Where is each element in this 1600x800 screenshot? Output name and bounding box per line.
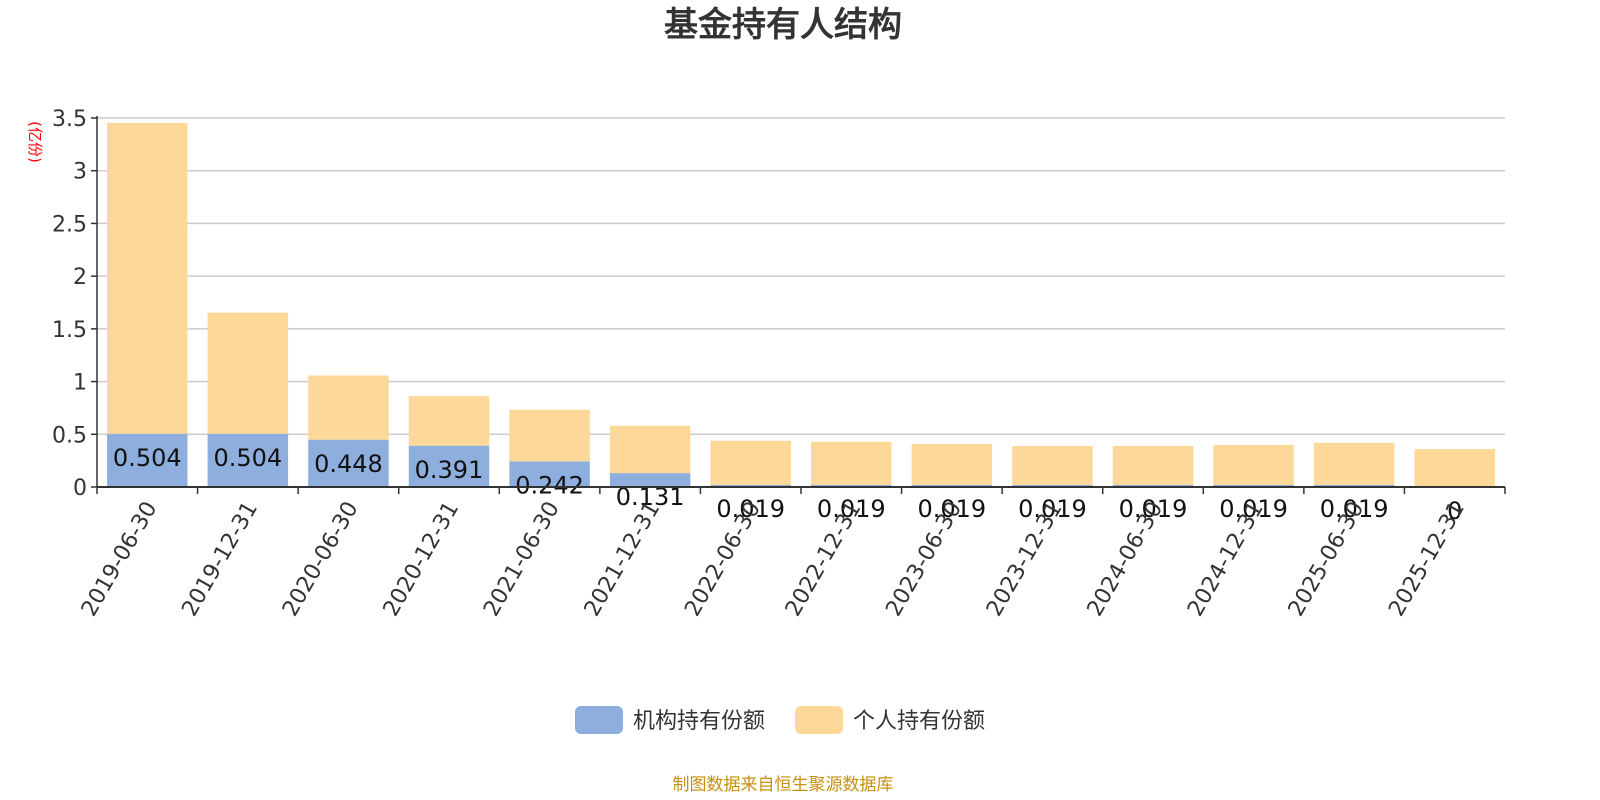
x-tick-label: 2021-06-30 [479, 498, 565, 621]
bar-individual-share [1414, 449, 1495, 487]
bar-institutional-share [1012, 484, 1093, 487]
x-tick-label: 2025-12-31 [1384, 498, 1470, 621]
bar-individual-share [1313, 442, 1395, 485]
data-label-institutional: 0.504 [213, 444, 282, 472]
y-tick-label: 3 [73, 160, 87, 185]
bar-institutional-share [911, 484, 993, 487]
data-label-institutional: 0.504 [113, 444, 182, 472]
data-label-institutional: 0.019 [917, 495, 986, 523]
y-tick-label: 1 [73, 371, 87, 396]
bar-institutional-share [207, 433, 289, 487]
y-axis-unit-label: (亿份) [26, 121, 44, 163]
bar-individual-share [1112, 445, 1194, 485]
data-label-institutional: 0 [1447, 497, 1462, 525]
bar-institutional-share [509, 461, 590, 487]
data-label-institutional: 0.019 [1219, 495, 1288, 523]
x-tick-label: 2020-06-30 [278, 498, 364, 621]
bar-institutional-share [811, 484, 892, 487]
data-label-institutional: 0.019 [817, 495, 886, 523]
chart-title: 基金持有人结构 [664, 5, 902, 45]
bar-institutional-share [308, 439, 389, 487]
data-label-institutional: 0.019 [716, 495, 785, 523]
legend-swatch-institutional[interactable] [575, 706, 623, 734]
data-label-institutional: 0.448 [314, 450, 383, 478]
bar-individual-share [509, 409, 590, 462]
bar-institutional-share [1313, 484, 1395, 487]
x-tick-label: 2021-12-31 [580, 498, 666, 621]
bar-individual-share [811, 441, 892, 485]
data-label-institutional: 0.019 [1320, 495, 1389, 523]
data-label-institutional: 0.019 [1119, 495, 1188, 523]
legend-swatch-individual[interactable] [795, 706, 843, 734]
bar-institutional-share [107, 433, 188, 487]
bar-institutional-share [408, 445, 490, 487]
x-tick-label: 2020-12-31 [379, 498, 465, 621]
bar-institutional-share [1112, 484, 1194, 487]
bar-individual-share [107, 122, 188, 434]
data-label-institutional: 0.019 [1018, 495, 1087, 523]
bar-individual-share [408, 396, 490, 446]
y-tick-label: 1.5 [52, 318, 87, 343]
legend-label-individual[interactable]: 个人持有份额 [853, 709, 985, 734]
y-tick-label: 0 [73, 476, 87, 501]
bar-individual-share [710, 440, 791, 485]
bar-individual-share [609, 425, 691, 474]
bar-institutional-share [609, 473, 691, 487]
y-tick-label: 0.5 [52, 423, 87, 448]
y-tick-label: 3.5 [52, 107, 87, 132]
bar-individual-share [1012, 445, 1093, 485]
x-tick-label: 2019-12-31 [177, 498, 263, 621]
bar-individual-share [308, 375, 389, 440]
bar-individual-share [1213, 444, 1294, 485]
x-tick-label: 2019-06-30 [77, 498, 163, 621]
bar-institutional-share [710, 484, 791, 487]
y-tick-label: 2 [73, 265, 87, 290]
y-tick-label: 2.5 [52, 212, 87, 237]
legend: 机构持有份额 个人持有份额 [575, 706, 985, 734]
bar-individual-share [207, 312, 289, 434]
data-label-institutional: 0.391 [415, 456, 484, 484]
bar-institutional-share [1213, 484, 1294, 487]
data-source-note: 制图数据来自恒生聚源数据库 [673, 775, 894, 795]
bar-individual-share [911, 443, 993, 485]
data-label-institutional: 0.242 [515, 471, 584, 499]
legend-label-institutional[interactable]: 机构持有份额 [633, 709, 765, 734]
